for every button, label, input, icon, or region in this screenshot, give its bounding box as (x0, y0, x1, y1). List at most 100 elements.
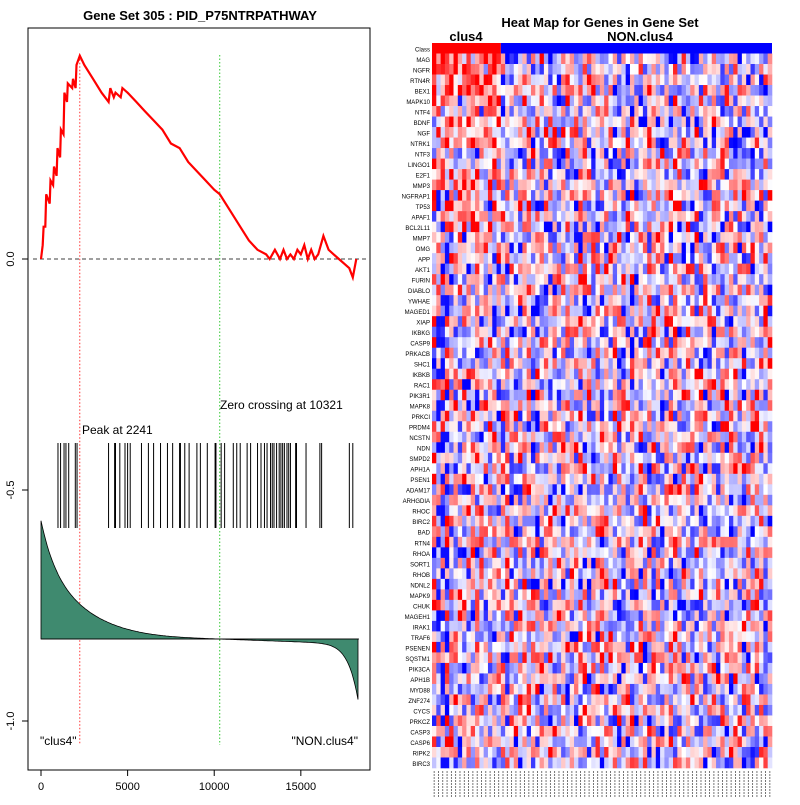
heatmap-cell (725, 316, 730, 327)
heatmap-cell (471, 663, 476, 674)
heatmap-cell (695, 631, 700, 642)
heatmap-cell (613, 316, 618, 327)
heatmap-cell (669, 274, 674, 285)
heatmap-cell (445, 222, 450, 233)
heatmap-cell (768, 568, 773, 579)
heatmap-cell (574, 106, 579, 117)
heatmap-cell (673, 348, 678, 359)
heatmap-cell (647, 127, 652, 138)
heatmap-cell (621, 169, 626, 180)
heatmap-cell (634, 411, 639, 422)
heatmap-cell (565, 516, 570, 527)
heatmap-cell (768, 610, 773, 621)
heatmap-cell (492, 264, 497, 275)
heatmap-cell (574, 495, 579, 506)
heatmap-cell (557, 169, 562, 180)
heatmap-cell (531, 474, 536, 485)
heatmap-cell (608, 505, 613, 516)
heatmap-cell (574, 453, 579, 464)
heatmap-cell (458, 211, 463, 222)
heatmap-cell (643, 348, 648, 359)
heatmap-cell (608, 232, 613, 243)
heatmap-cell (686, 348, 691, 359)
heatmap-cell (699, 642, 704, 653)
heatmap-cell (690, 463, 695, 474)
heatmap-cell (553, 589, 558, 600)
heatmap-cell (716, 484, 721, 495)
heatmap-cell (596, 663, 601, 674)
heatmap-cell (458, 117, 463, 128)
heatmap-cell (725, 211, 730, 222)
heatmap-cell (707, 568, 712, 579)
heatmap-cell (621, 106, 626, 117)
heatmap-cell (553, 474, 558, 485)
heatmap-cell (759, 232, 764, 243)
heatmap-cell (639, 190, 644, 201)
heatmap-cell (484, 663, 489, 674)
heatmap-cell (750, 274, 755, 285)
heatmap-cell (527, 537, 532, 548)
heatmap-cell (750, 505, 755, 516)
heatmap-cell (535, 379, 540, 390)
heatmap-cell (466, 516, 471, 527)
heatmap-cell (466, 400, 471, 411)
heatmap-cell (656, 85, 661, 96)
heatmap-cell (621, 148, 626, 159)
heatmap-cell (763, 127, 768, 138)
heatmap-cell (454, 642, 459, 653)
heatmap-cell (570, 379, 575, 390)
heatmap-cell (746, 474, 751, 485)
heatmap-cell (462, 547, 467, 558)
heatmap-cell (729, 327, 734, 338)
heatmap-cell (699, 190, 704, 201)
heatmap-cell (574, 96, 579, 107)
heatmap-cell (656, 243, 661, 254)
heatmap-cell (591, 348, 596, 359)
heatmap-cell (720, 169, 725, 180)
heatmap-cell (509, 684, 514, 695)
heatmap-cell (755, 631, 760, 642)
heatmap-cell (578, 169, 583, 180)
heatmap-cell (462, 652, 467, 663)
heatmap-cell (738, 327, 743, 338)
heatmap-cell (497, 579, 502, 590)
heatmap-cell (583, 327, 588, 338)
heatmap-cell (544, 190, 549, 201)
heatmap-cell (695, 453, 700, 464)
heatmap-cell (720, 96, 725, 107)
heatmap-cell (518, 390, 523, 401)
heatmap-cell (695, 222, 700, 233)
heatmap-cell (742, 631, 747, 642)
heatmap-cell (759, 400, 764, 411)
heatmap-cell (518, 600, 523, 611)
heatmap-cell (492, 232, 497, 243)
heatmap-cell (647, 537, 652, 548)
heatmap-cell (608, 379, 613, 390)
heatmap-cell (755, 505, 760, 516)
heatmap-cell (488, 589, 493, 600)
heatmap-cell (527, 411, 532, 422)
heatmap-cell (677, 558, 682, 569)
heatmap-cell (699, 442, 704, 453)
heatmap-cell (604, 516, 609, 527)
heatmap-cell (565, 316, 570, 327)
heatmap-cell (544, 526, 549, 537)
heatmap-cell (570, 442, 575, 453)
heatmap-cell (441, 85, 446, 96)
heatmap-cell (561, 684, 566, 695)
heatmap-cell (561, 274, 566, 285)
heatmap-cell (522, 295, 527, 306)
heatmap-cell (664, 621, 669, 632)
heatmap-cell (436, 327, 441, 338)
heatmap-cell (716, 474, 721, 485)
heatmap-cell (634, 631, 639, 642)
heatmap-cell (686, 337, 691, 348)
heatmap-cell (621, 411, 626, 422)
heatmap-cell (664, 463, 669, 474)
heatmap-cell (557, 369, 562, 380)
heatmap-cell (488, 558, 493, 569)
heatmap-cell (553, 327, 558, 338)
heatmap-cell (630, 190, 635, 201)
heatmap-cell (720, 159, 725, 170)
heatmap-cell (677, 652, 682, 663)
